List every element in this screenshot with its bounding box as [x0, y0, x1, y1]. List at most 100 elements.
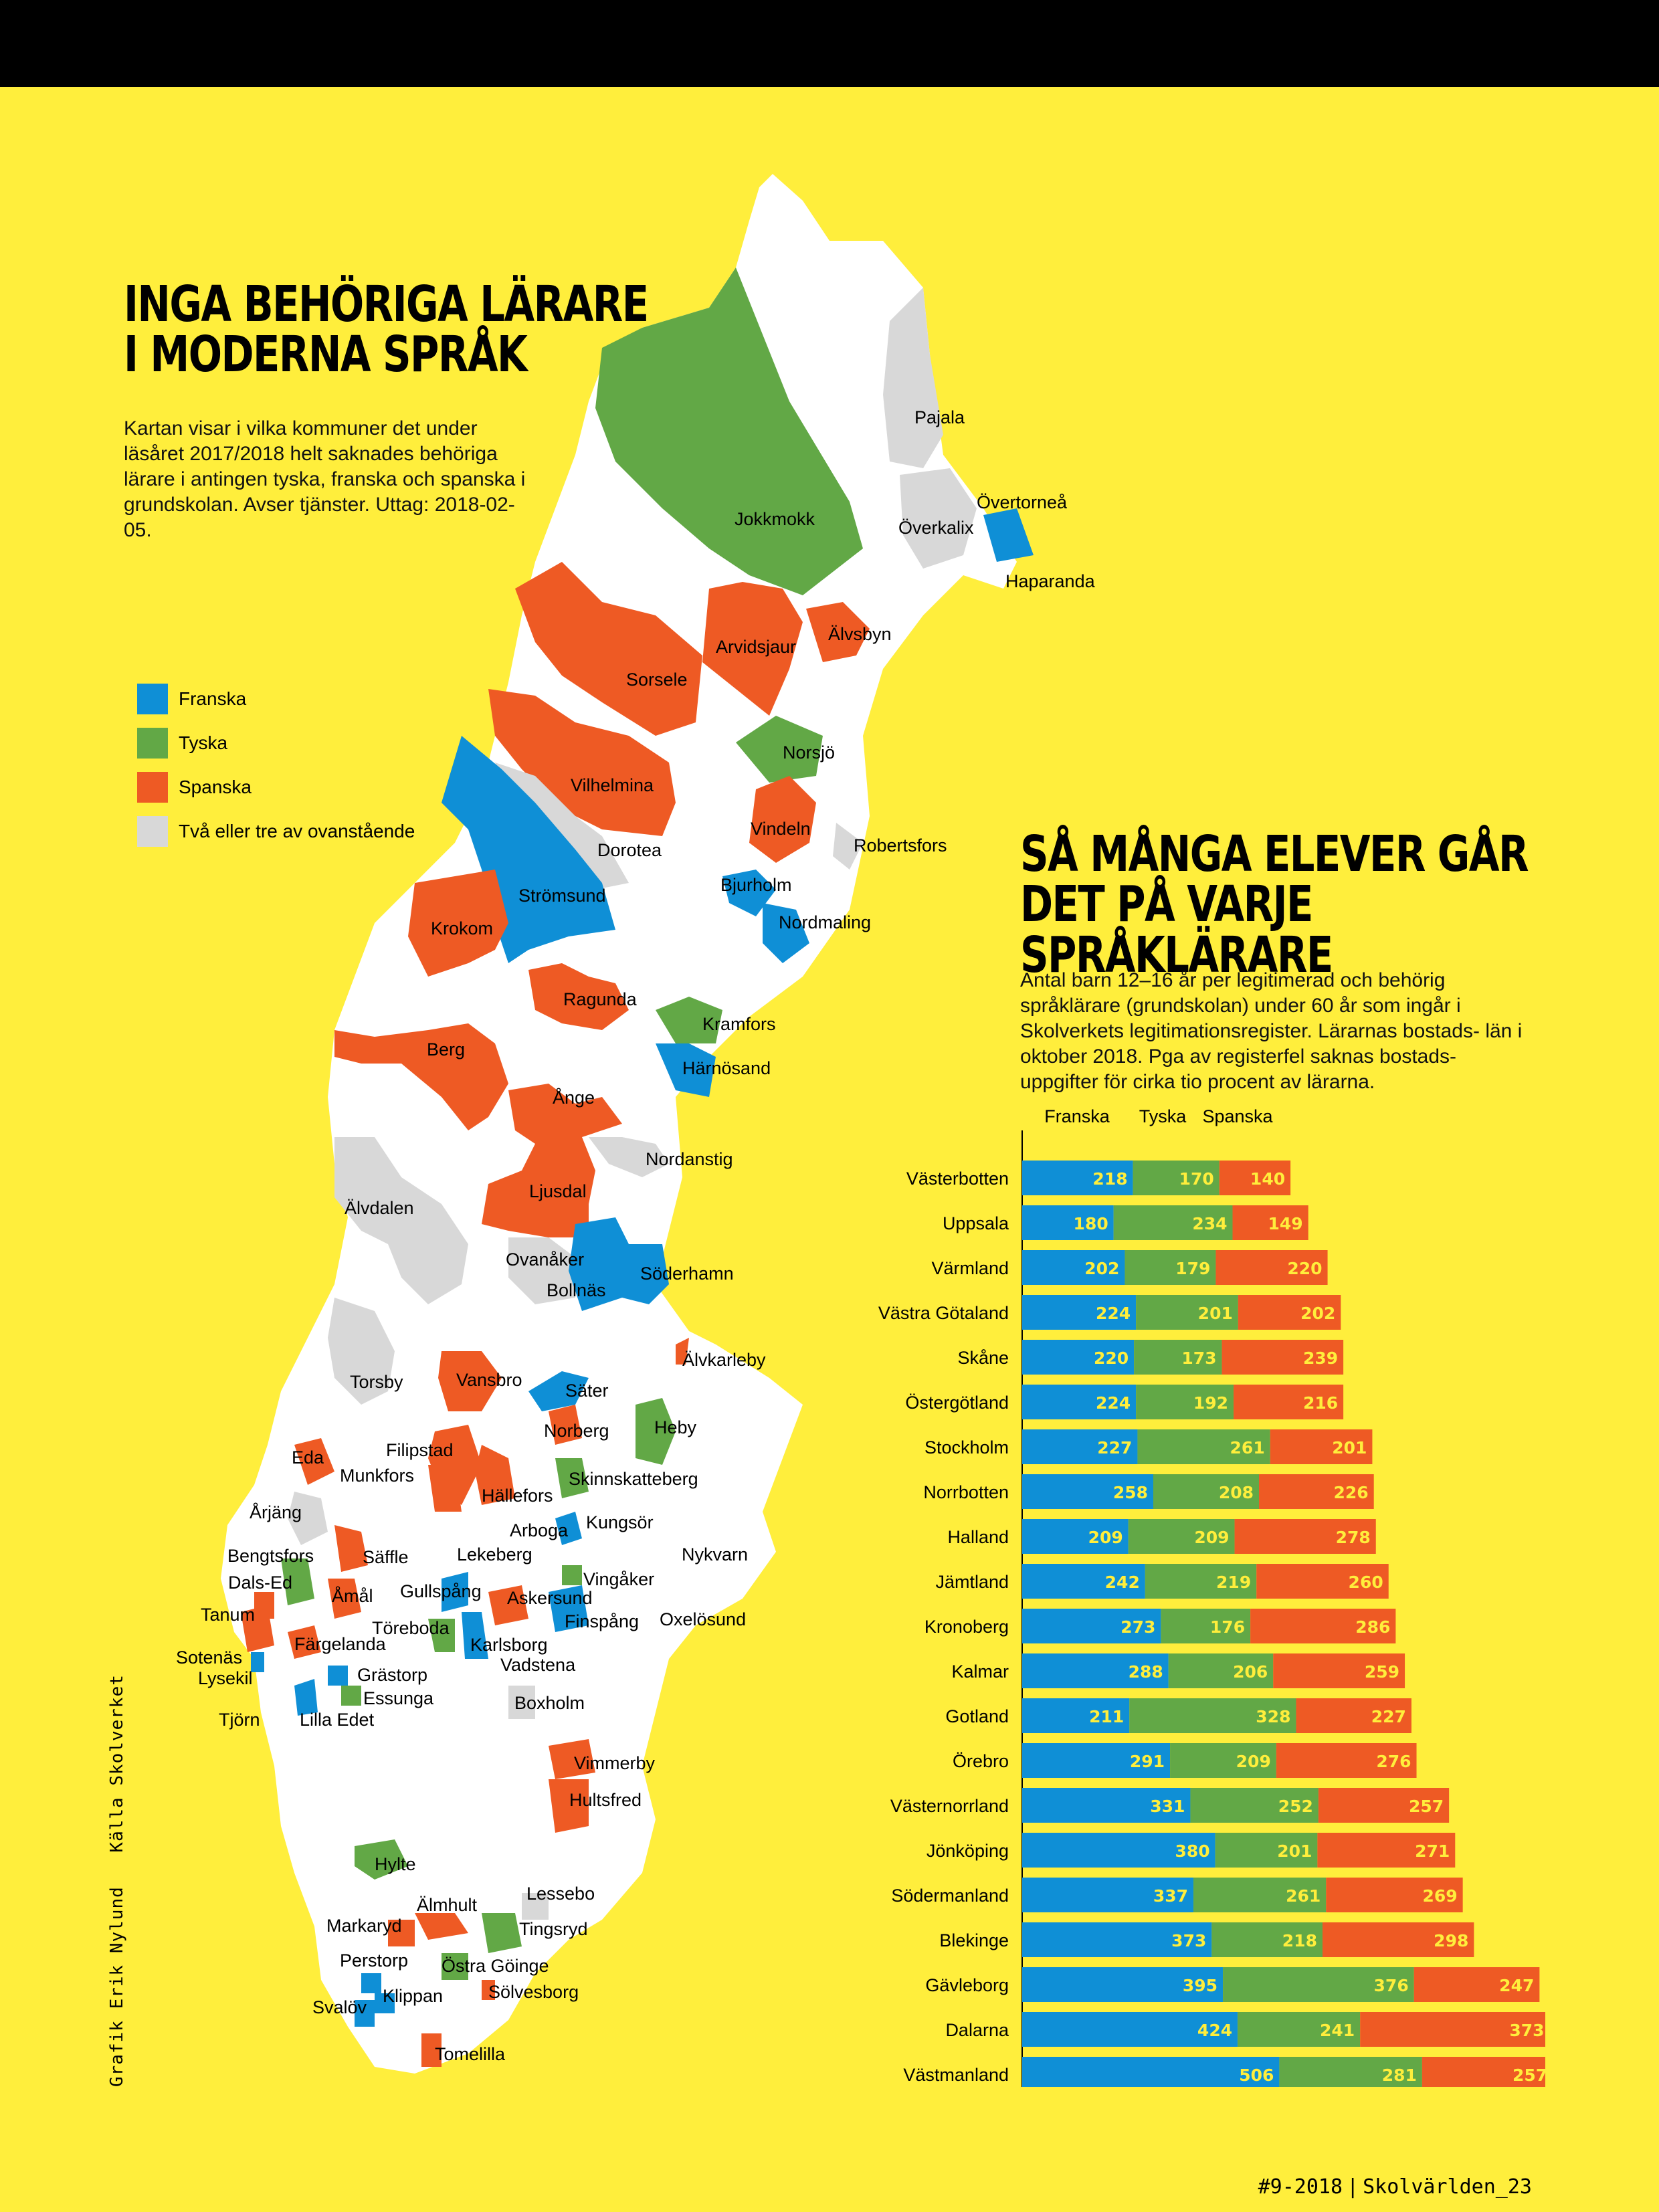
- region-vilhelmina: [488, 689, 676, 836]
- map-label: Haparanda: [1005, 571, 1096, 591]
- data-label: 173: [1181, 1348, 1216, 1368]
- region-tingsryd: [482, 1913, 522, 1953]
- map-label: Bengtsfors: [227, 1546, 314, 1566]
- bar-segment: [1022, 1609, 1161, 1643]
- map-label: Boxholm: [514, 1693, 585, 1713]
- data-label: 278: [1336, 1528, 1371, 1547]
- data-label: 202: [1084, 1259, 1119, 1278]
- map-label: Gullspång: [400, 1581, 482, 1601]
- category-label: Jönköping: [926, 1841, 1009, 1861]
- bar-segment: [1022, 1698, 1130, 1733]
- region-amal: [328, 1579, 361, 1619]
- region-skinnskatteberg: [555, 1458, 589, 1498]
- data-label: 149: [1268, 1214, 1303, 1233]
- data-label: 220: [1094, 1348, 1129, 1368]
- region-sorsele: [515, 562, 702, 736]
- data-label: 337: [1153, 1886, 1188, 1906]
- top-black-bar: [0, 0, 1659, 87]
- data-label: 257: [1512, 2066, 1545, 2085]
- map-label: Vingåker: [583, 1569, 654, 1589]
- category-label: Kalmar: [951, 1662, 1009, 1682]
- region-alvkarleby: [676, 1338, 689, 1365]
- region-eda: [294, 1438, 334, 1485]
- map-label: Robertsfors: [854, 835, 947, 856]
- data-label: 241: [1320, 2021, 1355, 2040]
- data-label: 218: [1092, 1169, 1127, 1189]
- legend-series-label: Spanska: [1202, 1106, 1273, 1126]
- bar-segment: [1128, 1519, 1235, 1554]
- legend-label: Två eller tre av ovanstående: [179, 821, 415, 841]
- bar-segment: [1022, 1922, 1212, 1957]
- legend-label: Franska: [179, 688, 247, 709]
- region-boxholm: [508, 1686, 535, 1719]
- bar-segment: [1223, 1967, 1414, 2002]
- data-label: 192: [1193, 1393, 1228, 1413]
- bar-segment: [1153, 1474, 1260, 1509]
- map-label: Söderhamn: [640, 1264, 734, 1284]
- data-label: 216: [1303, 1393, 1338, 1413]
- credit-line: Grafik Erik Nylund Källa Skolverket: [107, 1651, 127, 2087]
- category-label: Skåne: [957, 1348, 1009, 1368]
- bar-segment: [1022, 1429, 1138, 1464]
- data-label: 170: [1179, 1169, 1214, 1189]
- bar-segment: [1137, 1429, 1270, 1464]
- map-label: Skinnskatteberg: [569, 1469, 698, 1489]
- bar-segment: [1422, 2057, 1545, 2087]
- region-berg: [334, 1023, 508, 1130]
- category-label: Gävleborg: [925, 1975, 1009, 1995]
- data-label: 373: [1509, 2021, 1544, 2040]
- data-label: 259: [1365, 1662, 1399, 1682]
- region-ostra-goinge: [442, 1953, 468, 1980]
- region-arvidsjaur: [702, 582, 803, 716]
- region-bengtsfors: [281, 1559, 314, 1605]
- category-label: Västerbotten: [906, 1169, 1009, 1189]
- bar-segment: [1215, 1250, 1328, 1285]
- region-fargelanda: [288, 1625, 321, 1659]
- bar-segment: [1413, 1967, 1540, 2002]
- map-label: Vimmerby: [574, 1753, 656, 1773]
- data-label: 281: [1382, 2066, 1417, 2085]
- data-label: 180: [1074, 1214, 1108, 1233]
- map-label: Ljusdal: [529, 1181, 587, 1201]
- map-label: Oxelösund: [660, 1609, 746, 1629]
- map-label: Markaryd: [326, 1916, 402, 1936]
- stacked-bar-chart: Franska Tyska Spanska Västerbotten 218 170 140…: [878, 1106, 1545, 2087]
- map-label: Sotenäs: [176, 1647, 242, 1668]
- map-label: Ånge: [553, 1087, 595, 1108]
- map-label: Pajala: [914, 407, 965, 427]
- map-label: Sorsele: [626, 670, 688, 690]
- bar-segment: [1215, 1833, 1318, 1868]
- map-label: Årjäng: [250, 1502, 302, 1522]
- bar-segment: [1133, 1161, 1219, 1195]
- data-label: 261: [1286, 1886, 1321, 1906]
- map-label: Perstorp: [340, 1950, 408, 1971]
- data-label: 224: [1096, 1393, 1131, 1413]
- category-label: Norrbotten: [923, 1482, 1009, 1502]
- map-label: Dals-Ed: [228, 1573, 292, 1593]
- region-nordanstig: [589, 1137, 669, 1177]
- bar-segment: [1318, 1788, 1450, 1823]
- legend-swatch-spanska: [137, 772, 168, 803]
- bar-segment: [1270, 1429, 1373, 1464]
- map-label: Finspång: [565, 1611, 639, 1631]
- map-labels: Pajala Övertorneå Överkalix Haparanda Jo…: [176, 407, 1096, 2064]
- data-label: 252: [1278, 1797, 1313, 1816]
- data-label: 269: [1422, 1886, 1457, 1906]
- region-stromsund: [442, 736, 615, 963]
- bar-segment: [1322, 1922, 1474, 1957]
- map-label: Karlsborg: [470, 1635, 548, 1655]
- map-label: Torsby: [350, 1372, 403, 1392]
- region-karlsborg: [462, 1612, 488, 1659]
- category-label: Västra Götaland: [878, 1303, 1009, 1323]
- map-label: Hylte: [375, 1854, 416, 1874]
- footer-magazine: Skolvärlden_23: [1363, 2175, 1532, 2199]
- region-perstorp: [361, 1973, 381, 1993]
- footer-issue: #9-2018: [1258, 2175, 1343, 2199]
- bar-segment: [1022, 1250, 1125, 1285]
- map-label: Arvidsjaur: [716, 637, 796, 657]
- map-label: Lysekil: [198, 1668, 253, 1688]
- data-label: 247: [1499, 1976, 1534, 1995]
- region-saffle: [334, 1525, 368, 1572]
- bar-segment: [1238, 1295, 1341, 1330]
- region-tomelilla: [421, 2033, 442, 2067]
